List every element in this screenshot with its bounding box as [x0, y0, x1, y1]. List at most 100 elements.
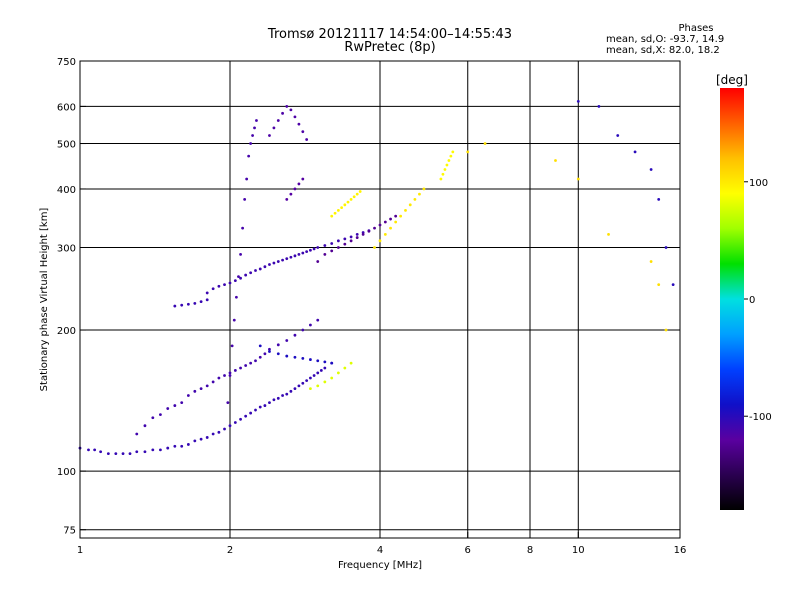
data-point: [166, 407, 170, 410]
data-point: [239, 253, 242, 256]
data-point: [211, 432, 215, 436]
data-point: [193, 301, 197, 305]
data-point: [243, 197, 247, 201]
data-point: [349, 235, 353, 239]
data-point: [276, 396, 280, 400]
data-point: [199, 437, 203, 441]
data-point: [244, 414, 248, 418]
data-point: [316, 260, 320, 263]
data-point: [316, 371, 320, 375]
data-point: [389, 217, 392, 221]
y-tick-label: 400: [57, 185, 76, 196]
data-point: [301, 251, 305, 255]
data-point: [289, 192, 293, 196]
data-point: [343, 237, 347, 241]
data-point: [276, 119, 280, 122]
data-point: [330, 214, 334, 218]
data-point: [255, 119, 258, 122]
data-point: [293, 355, 297, 359]
data-point: [268, 401, 271, 405]
data-point: [281, 258, 284, 262]
data-point: [263, 404, 267, 407]
data-point: [205, 384, 209, 388]
data-point: [232, 318, 236, 322]
colorbar-tick-label: 0: [749, 295, 755, 306]
data-point: [217, 376, 221, 380]
data-point: [285, 197, 289, 201]
data-point: [114, 452, 118, 455]
data-point: [449, 154, 453, 158]
data-point: [285, 339, 289, 342]
data-point: [394, 214, 398, 218]
data-point: [268, 134, 271, 137]
data-point: [239, 366, 242, 370]
phase-stats: Phases mean, sd,O: -93.7, 14.9 mean, sd,…: [606, 23, 796, 56]
data-point: [281, 111, 284, 115]
data-point: [223, 427, 226, 431]
data-point: [319, 369, 323, 372]
data-point: [330, 376, 334, 380]
data-point: [330, 249, 334, 253]
data-point: [367, 229, 371, 233]
data-point: [135, 432, 139, 436]
data-point: [244, 273, 248, 277]
y-tick-label: 750: [57, 57, 76, 68]
data-point: [217, 284, 221, 288]
data-point: [249, 361, 253, 365]
data-point: [305, 379, 309, 383]
data-point: [233, 279, 237, 282]
y-tick-label: 100: [57, 467, 76, 478]
data-point: [233, 369, 237, 372]
data-point: [211, 380, 215, 384]
x-tick-label: 8: [527, 545, 533, 556]
data-point: [301, 328, 305, 332]
data-point: [106, 452, 110, 455]
data-point: [239, 276, 242, 280]
x-tick-label: 4: [377, 545, 383, 556]
data-point: [297, 122, 301, 126]
data-point: [253, 126, 256, 130]
data-point: [93, 448, 97, 452]
data-point: [233, 421, 237, 424]
data-point: [349, 239, 353, 243]
data-point: [128, 452, 132, 455]
data-point: [346, 200, 350, 204]
data-point: [399, 214, 403, 218]
data-point: [664, 328, 668, 332]
data-point: [439, 177, 443, 181]
data-point: [234, 295, 238, 299]
data-point: [249, 142, 253, 145]
colorbar: [720, 88, 744, 510]
data-point: [378, 223, 382, 227]
data-point: [343, 366, 347, 370]
data-point: [193, 389, 197, 393]
data-point: [305, 138, 309, 141]
data-point: [316, 318, 320, 322]
data-point: [180, 401, 184, 405]
data-point: [244, 364, 248, 367]
data-point: [217, 430, 221, 434]
data-point: [649, 260, 653, 263]
data-point: [166, 446, 170, 450]
data-point: [323, 380, 327, 384]
data-point: [441, 172, 445, 176]
data-point: [447, 159, 451, 162]
data-point: [228, 281, 232, 285]
data-point: [223, 374, 226, 377]
data-point: [309, 376, 312, 380]
y-tick-label: 500: [57, 140, 76, 151]
data-point: [151, 448, 155, 452]
data-point: [121, 452, 125, 455]
data-point: [422, 187, 426, 191]
data-point: [254, 408, 257, 412]
data-point: [576, 177, 580, 181]
data-point: [263, 352, 267, 356]
y-axis-label: Stationary phase Virtual Height [km]: [39, 208, 50, 392]
data-point: [276, 352, 280, 356]
data-point: [99, 450, 103, 454]
data-point: [285, 105, 289, 108]
data-point: [657, 283, 661, 287]
data-point: [408, 203, 412, 207]
data-point: [483, 142, 487, 145]
data-point: [289, 255, 293, 259]
